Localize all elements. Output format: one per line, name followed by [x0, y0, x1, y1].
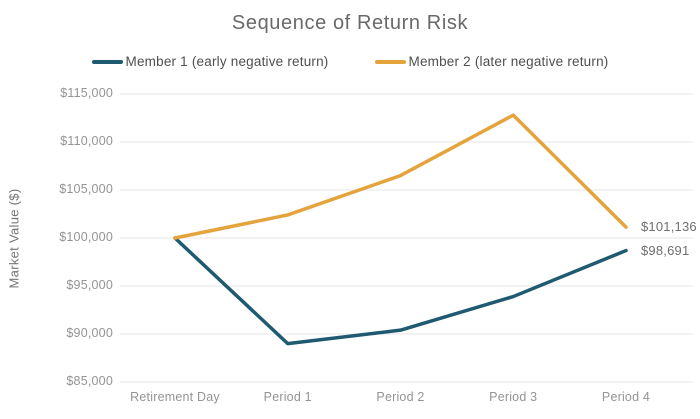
legend-label-member1: Member 1 (early negative return)	[125, 54, 329, 69]
x-tick-label: Period 2	[376, 390, 425, 404]
y-tick-label: $105,000	[59, 182, 113, 196]
y-tick-label: $100,000	[59, 230, 113, 244]
x-tick-label: Period 4	[601, 390, 651, 404]
legend-item-member2: Member 2 (later negative return)	[374, 54, 609, 69]
series-end-label-member1: $98,691	[641, 242, 690, 258]
y-tick-label: $85,000	[66, 374, 113, 388]
x-tick-label: Period 1	[263, 390, 312, 404]
legend-item-member1: Member 1 (early negative return)	[91, 54, 329, 69]
legend: Member 1 (early negative return) Member …	[0, 54, 700, 69]
x-tick-label: Retirement Day	[130, 390, 220, 404]
y-tick-label: $90,000	[66, 326, 113, 340]
y-tick-label: $115,000	[60, 86, 113, 100]
legend-swatch-member1	[91, 59, 123, 64]
y-tick-label: $110,000	[60, 134, 113, 148]
x-tick-label: Period 3	[489, 390, 538, 404]
series-line-member1	[173, 236, 628, 346]
y-tick-label: $95,000	[66, 278, 113, 292]
legend-label-member2: Member 2 (later negative return)	[408, 54, 609, 69]
series-end-label-member2: $101,136	[641, 219, 697, 235]
series-line-member2	[173, 113, 628, 240]
legend-swatch-member2	[374, 59, 406, 64]
chart-title: Sequence of Return Risk	[231, 12, 469, 34]
